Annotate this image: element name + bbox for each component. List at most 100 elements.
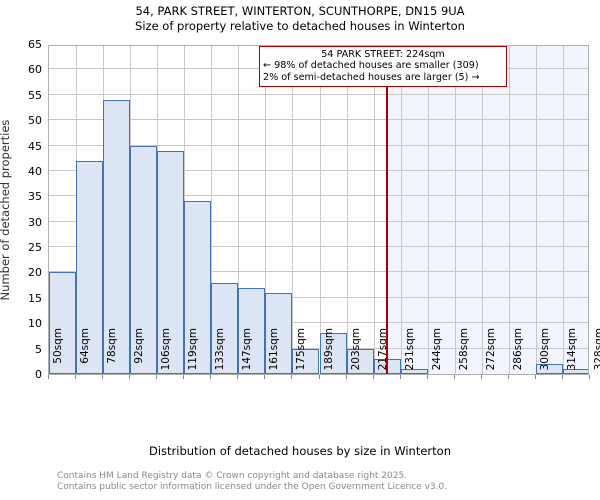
y-axis-tick-label: 0 [35, 368, 42, 381]
gridline-v [400, 46, 402, 374]
x-axis-tickmark [318, 375, 320, 379]
gridline-h [49, 169, 588, 171]
x-axis-tick-label: 314sqm [565, 328, 578, 371]
x-axis-tick-label: 161sqm [268, 328, 281, 371]
gridline-v [238, 46, 240, 374]
gridline-h [49, 347, 588, 349]
histogram-bar [184, 201, 212, 374]
x-axis-tick-label: 78sqm [106, 328, 119, 364]
y-axis-tick-label: 25 [28, 241, 42, 255]
histogram-bar [76, 160, 104, 374]
gridline-h [49, 296, 588, 298]
annotation-larger-line: 2% of semi-detached houses are larger (5… [263, 71, 480, 83]
attribution-footer: Contains HM Land Registry data © Crown c… [57, 471, 577, 493]
gridline-h [49, 271, 588, 273]
x-axis-tickmark [210, 375, 212, 379]
x-axis-tickmark [534, 375, 536, 379]
x-axis-tickmark [102, 375, 104, 379]
gridline-v [265, 46, 267, 374]
x-axis-tick-label: 244sqm [430, 328, 443, 371]
y-axis-tick-label: 10 [28, 317, 42, 331]
histogram-bar [103, 99, 131, 374]
histogram-bar [265, 292, 293, 374]
gridline-v [292, 46, 294, 374]
y-axis-tick-label: 40 [28, 164, 42, 178]
x-axis-tick-label: 189sqm [322, 328, 335, 371]
x-axis-tick-label: 119sqm [187, 328, 200, 371]
histogram-bar [157, 150, 185, 374]
x-axis-tickmark [480, 375, 482, 379]
x-axis-tickmark [561, 375, 563, 379]
gridline-v [562, 46, 564, 374]
chart-title-line1: 54, PARK STREET, WINTERTON, SCUNTHORPE, … [135, 4, 465, 18]
y-axis-tick-label: 45 [28, 139, 42, 153]
y-axis-tick-label: 60 [28, 63, 42, 77]
property-size-marker-line [386, 46, 388, 374]
histogram-bar [292, 348, 320, 374]
histogram-bar [238, 287, 266, 374]
gridline-h [49, 220, 588, 222]
gridline-v [454, 46, 456, 374]
x-axis-tick-label: 175sqm [295, 328, 308, 371]
annotation-smaller-line: ← 98% of detached houses are smaller (30… [263, 60, 479, 72]
x-axis-tickmark [589, 375, 590, 379]
y-axis-tick-label: 50 [28, 114, 42, 128]
x-axis-tickmark [183, 375, 185, 379]
histogram-bar [130, 145, 158, 374]
chart-title-line2: Size of property relative to detached ho… [135, 19, 465, 33]
x-axis-tick-label: 258sqm [457, 328, 470, 371]
histogram-bar [562, 368, 588, 374]
histogram-bar [400, 368, 428, 374]
property-annotation-box: 54 PARK STREET: 224sqm ← 98% of detached… [259, 46, 507, 88]
x-axis-tickmark [291, 375, 293, 379]
histogram-bar [319, 333, 347, 374]
histogram-bar [346, 348, 374, 374]
gridline-v [319, 46, 321, 374]
gridline-v [373, 46, 375, 374]
gridline-v [427, 46, 429, 374]
histogram-bar [211, 282, 239, 374]
x-axis-tick-label: 92sqm [133, 328, 146, 364]
histogram-bar [535, 363, 563, 374]
footer-line1: Contains HM Land Registry data © Crown c… [57, 471, 408, 481]
x-axis-tickmark [345, 375, 347, 379]
gridline-h [49, 93, 588, 95]
y-axis-tick-label: 30 [28, 215, 42, 229]
x-axis-tickmark [426, 375, 428, 379]
x-axis-tick-label: 147sqm [241, 328, 254, 371]
x-axis-tick-label: 272sqm [484, 328, 497, 371]
footer-line2: Contains public sector information licen… [57, 482, 448, 492]
y-axis-tick-label: 55 [28, 88, 42, 102]
x-axis-tick-label: 203sqm [349, 328, 362, 371]
above-marker-shading [387, 46, 588, 374]
x-axis-tick-label: 50sqm [52, 328, 64, 364]
gridline-v [508, 46, 510, 374]
x-axis-tick-label: 300sqm [538, 328, 551, 371]
x-axis-tickmark [507, 375, 509, 379]
x-axis-tick-label: 328sqm [593, 328, 600, 371]
gridline-h [49, 119, 588, 121]
gridline-h [49, 195, 588, 197]
annotation-heading: 54 PARK STREET: 224sqm [321, 49, 445, 60]
x-axis-tickmark [372, 375, 374, 379]
y-axis-tick-label: 65 [28, 38, 42, 51]
gridline-v [535, 46, 537, 374]
x-axis-tickmark [75, 375, 77, 379]
x-axis-tick-label: 64sqm [79, 328, 92, 364]
plot-area [48, 45, 589, 375]
gridline-v [211, 46, 213, 374]
x-axis-tickmark [399, 375, 401, 379]
gridline-v [346, 46, 348, 374]
histogram-bar [49, 272, 77, 374]
x-axis-tickmark [48, 375, 49, 379]
gridline-h [49, 144, 588, 146]
x-axis-tick-label: 286sqm [511, 328, 524, 371]
x-axis-tickmark [156, 375, 158, 379]
x-axis-tickmark [264, 375, 266, 379]
x-axis-tick-label: 217sqm [376, 328, 389, 371]
x-axis-tick-label: 106sqm [160, 328, 173, 371]
x-axis-tickmark [453, 375, 455, 379]
y-axis-tick-label: 15 [28, 291, 42, 305]
gridline-h [49, 246, 588, 248]
x-axis-tickmark [129, 375, 131, 379]
